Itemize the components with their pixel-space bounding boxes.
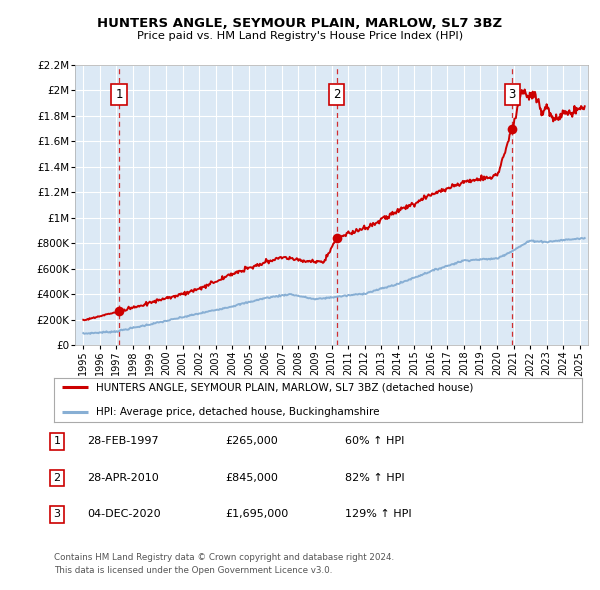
Text: 129% ↑ HPI: 129% ↑ HPI: [345, 510, 412, 519]
Text: 60% ↑ HPI: 60% ↑ HPI: [345, 437, 404, 446]
Text: £265,000: £265,000: [225, 437, 278, 446]
Text: £1,695,000: £1,695,000: [225, 510, 288, 519]
Text: 2: 2: [333, 88, 341, 101]
Text: 1: 1: [53, 437, 61, 446]
Text: 28-FEB-1997: 28-FEB-1997: [87, 437, 158, 446]
Text: 28-APR-2010: 28-APR-2010: [87, 473, 159, 483]
Text: HUNTERS ANGLE, SEYMOUR PLAIN, MARLOW, SL7 3BZ (detached house): HUNTERS ANGLE, SEYMOUR PLAIN, MARLOW, SL…: [96, 382, 473, 392]
Text: 1: 1: [115, 88, 123, 101]
Text: £845,000: £845,000: [225, 473, 278, 483]
Text: Contains HM Land Registry data © Crown copyright and database right 2024.
This d: Contains HM Land Registry data © Crown c…: [54, 553, 394, 575]
Text: 3: 3: [53, 510, 61, 519]
Text: 3: 3: [509, 88, 516, 101]
Text: 82% ↑ HPI: 82% ↑ HPI: [345, 473, 404, 483]
Text: 04-DEC-2020: 04-DEC-2020: [87, 510, 161, 519]
Text: HUNTERS ANGLE, SEYMOUR PLAIN, MARLOW, SL7 3BZ: HUNTERS ANGLE, SEYMOUR PLAIN, MARLOW, SL…: [97, 17, 503, 30]
Text: 2: 2: [53, 473, 61, 483]
Text: Price paid vs. HM Land Registry's House Price Index (HPI): Price paid vs. HM Land Registry's House …: [137, 31, 463, 41]
Text: HPI: Average price, detached house, Buckinghamshire: HPI: Average price, detached house, Buck…: [96, 407, 380, 417]
